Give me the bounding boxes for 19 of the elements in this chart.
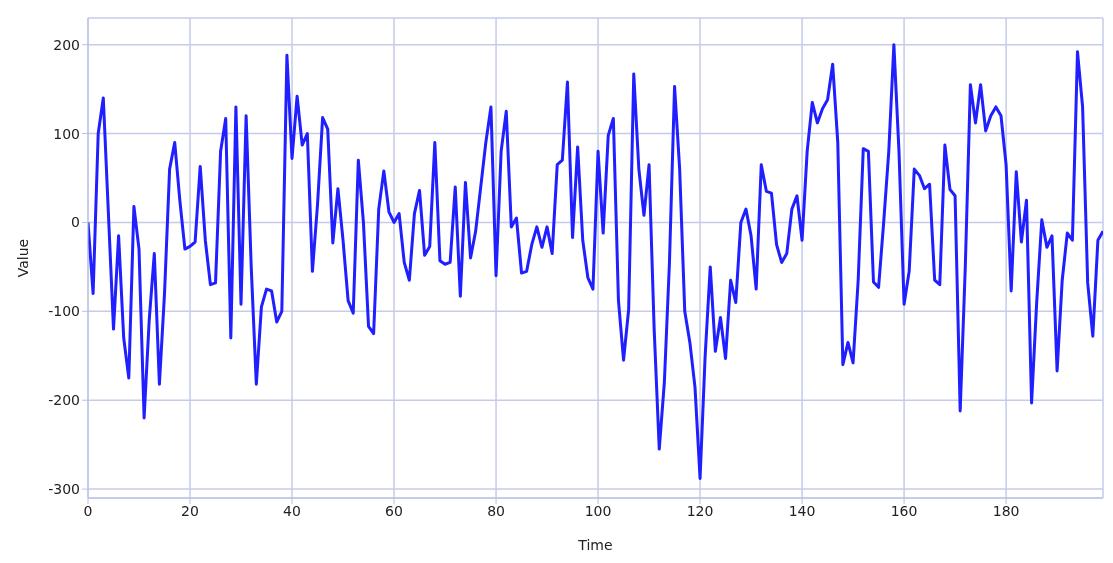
x-tick-label: 0 <box>83 502 93 519</box>
line-series <box>88 43 1103 480</box>
x-tick-label: 80 <box>487 502 505 519</box>
y-axis-title: Value <box>14 238 31 278</box>
y-tick-label: 0 <box>71 214 80 231</box>
x-axis-title: Time <box>577 537 613 553</box>
x-tick-label: 160 <box>890 502 918 519</box>
y-tick-label: 100 <box>53 125 80 142</box>
x-tick-label: 60 <box>385 502 403 519</box>
x-tick-label: 120 <box>686 502 714 519</box>
x-tick-label: 20 <box>181 502 199 519</box>
y-tick-label: -100 <box>48 303 80 320</box>
y-tick-label: 200 <box>53 36 80 53</box>
x-tick-label: 40 <box>283 502 301 519</box>
x-tick-label: 140 <box>788 502 816 519</box>
x-tick-label: 100 <box>584 502 612 519</box>
x-tick-label: 180 <box>992 502 1020 519</box>
y-tick-label: -200 <box>48 392 80 409</box>
y-tick-label: -300 <box>48 481 80 498</box>
